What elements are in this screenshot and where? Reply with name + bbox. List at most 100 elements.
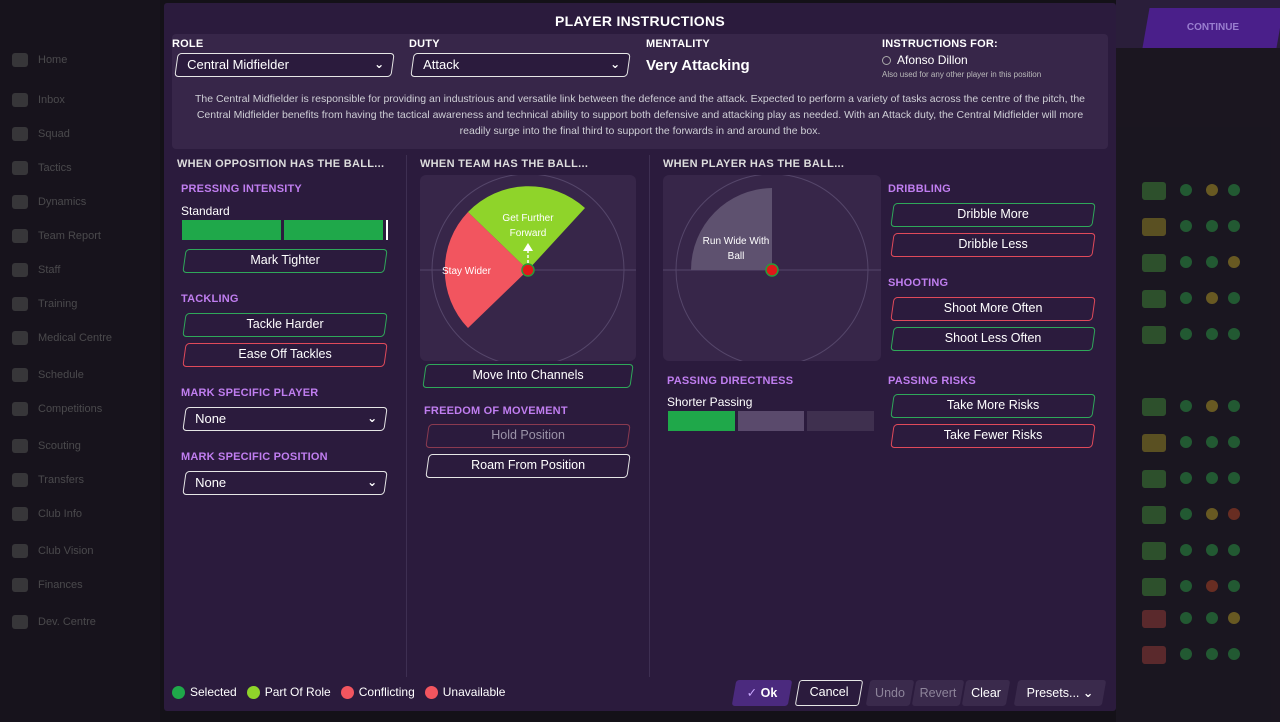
passing-risks-label: PASSING RISKS	[888, 375, 976, 387]
presets-label: Presets...	[1026, 686, 1080, 700]
dribbling-label: DRIBBLING	[888, 183, 951, 195]
nav-item: Transfers	[12, 472, 122, 488]
player-name[interactable]: Afonso Dillon	[882, 53, 968, 67]
mark-specific-position-label: MARK SPECIFIC POSITION	[181, 451, 328, 463]
nav-item: Dynamics	[12, 194, 122, 210]
get-further-forward-label: Get Further Forward	[502, 213, 554, 239]
color-legend: Selected Part Of Role Conflicting Unavai…	[172, 685, 505, 699]
roam-from-position-button[interactable]: Roam From Position	[425, 454, 631, 478]
ok-button[interactable]: ✓ Ok	[731, 680, 793, 706]
unavailable-dot-icon	[424, 685, 438, 699]
part-of-role-dot-icon	[246, 685, 260, 699]
slider-segment	[668, 411, 735, 431]
opposition-ball-header: WHEN OPPOSITION HAS THE BALL...	[177, 158, 385, 170]
nav-item: Home	[12, 52, 122, 68]
nav-item: Club Vision	[12, 543, 122, 559]
legend-item: Part Of Role	[246, 685, 331, 699]
ease-off-tackles-button[interactable]: Ease Off Tackles	[182, 343, 388, 367]
mark-position-value: None	[195, 475, 227, 490]
nav-item: Competitions	[12, 401, 122, 417]
player-name-text: Afonso Dillon	[897, 53, 968, 67]
continue-button: CONTINUE	[1142, 8, 1280, 48]
hold-position-button[interactable]: Hold Position	[425, 424, 631, 448]
chevron-down-icon: ⌄	[367, 411, 378, 425]
player-instructions-dialog: PLAYER INSTRUCTIONS ROLE Central Midfiel…	[164, 3, 1116, 711]
slider-segment	[182, 220, 282, 240]
nav-item: Training	[12, 296, 122, 312]
shoot-less-often-button[interactable]: Shoot Less Often	[890, 327, 1096, 351]
nav-item: Scouting	[12, 438, 122, 454]
mark-player-value: None	[195, 411, 227, 426]
nav-item: Finances	[12, 577, 122, 593]
clear-button[interactable]: Clear	[961, 680, 1011, 706]
instructions-for-label: INSTRUCTIONS FOR:	[882, 38, 998, 50]
check-icon: ✓	[746, 686, 758, 700]
take-more-risks-button[interactable]: Take More Risks	[890, 394, 1096, 418]
nav-item: Squad	[12, 126, 122, 142]
conflicting-dot-icon	[340, 685, 354, 699]
chevron-down-icon: ⌄	[367, 475, 378, 489]
dribble-less-button[interactable]: Dribble Less	[890, 233, 1096, 257]
movement-zone-panel[interactable]: Get Further Forward Stay Wider	[420, 175, 636, 361]
dribble-more-button[interactable]: Dribble More	[890, 203, 1096, 227]
role-description: The Central Midfielder is responsible fo…	[194, 93, 1086, 137]
get-further-forward-zone[interactable]	[468, 186, 585, 270]
tackling-label: TACKLING	[181, 293, 239, 305]
stay-wider-zone[interactable]	[444, 212, 528, 328]
player-ball-header: WHEN PLAYER HAS THE BALL...	[663, 158, 845, 170]
movement-zone-diagram	[420, 175, 636, 361]
nav-item: Dev. Centre	[12, 614, 122, 630]
duty-label: DUTY	[409, 38, 440, 50]
team-ball-header: WHEN TEAM HAS THE BALL...	[420, 158, 589, 170]
duty-value: Attack	[423, 57, 460, 72]
take-fewer-risks-button[interactable]: Take Fewer Risks	[890, 424, 1096, 448]
nav-item: Team Report	[12, 228, 122, 244]
pressing-intensity-slider[interactable]	[182, 220, 388, 240]
move-into-channels-button[interactable]: Move Into Channels	[422, 364, 634, 388]
mark-specific-position-dropdown[interactable]: None ⌄	[182, 471, 388, 495]
background-squad-list	[1116, 48, 1280, 722]
passing-directness-slider[interactable]	[668, 411, 875, 431]
duty-dropdown[interactable]: Attack ⌄	[410, 53, 631, 77]
role-value: Central Midfielder	[187, 57, 289, 72]
cancel-button[interactable]: Cancel	[794, 680, 864, 706]
shoot-more-often-button[interactable]: Shoot More Often	[890, 297, 1096, 321]
presets-dropdown[interactable]: Presets... ⌄	[1013, 680, 1107, 706]
chevron-down-icon: ⌄	[374, 57, 385, 71]
legend-item: Conflicting	[340, 685, 415, 699]
mentality-label: MENTALITY	[646, 38, 710, 50]
slider-handle[interactable]	[386, 220, 388, 240]
mentality-value: Very Attacking	[646, 57, 750, 74]
nav-item: Medical Centre	[12, 330, 122, 346]
revert-button[interactable]: Revert	[911, 680, 965, 706]
nav-item: Tactics	[12, 160, 122, 176]
stay-wider-label: Stay Wider	[442, 266, 491, 277]
role-label: ROLE	[172, 38, 204, 50]
mark-specific-player-dropdown[interactable]: None ⌄	[182, 407, 388, 431]
run-wide-zone-panel[interactable]: Run Wide With Ball	[663, 175, 881, 361]
dialog-title: PLAYER INSTRUCTIONS	[554, 13, 726, 29]
run-wide-with-ball-label: Run Wide With Ball	[702, 236, 770, 262]
nav-item: Club Info	[12, 506, 122, 522]
arrow-up-icon	[523, 243, 533, 251]
column-divider	[649, 155, 650, 677]
tackle-harder-button[interactable]: Tackle Harder	[182, 313, 388, 337]
selected-dot-icon	[172, 685, 185, 699]
pressing-intensity-value: Standard	[181, 204, 230, 218]
instructions-note: Also used for any other player in this p…	[882, 70, 1042, 79]
nav-item: Staff	[12, 262, 122, 278]
mark-tighter-button[interactable]: Mark Tighter	[182, 249, 388, 273]
role-dropdown[interactable]: Central Midfielder ⌄	[174, 53, 395, 77]
undo-button[interactable]: Undo	[865, 680, 915, 706]
player-icon	[882, 55, 891, 65]
ok-label: Ok	[760, 686, 778, 700]
column-divider	[406, 155, 407, 677]
player-position-marker	[765, 263, 779, 277]
pressing-intensity-label: PRESSING INTENSITY	[181, 183, 302, 195]
background-sidebar: Home Inbox Squad Tactics Dynamics Team R…	[0, 0, 160, 722]
nav-item: Inbox	[12, 92, 122, 108]
run-wide-with-ball-zone[interactable]	[691, 188, 772, 270]
player-position-marker	[521, 263, 535, 277]
passing-directness-value: Shorter Passing	[667, 395, 753, 409]
nav-item: Schedule	[12, 367, 122, 383]
